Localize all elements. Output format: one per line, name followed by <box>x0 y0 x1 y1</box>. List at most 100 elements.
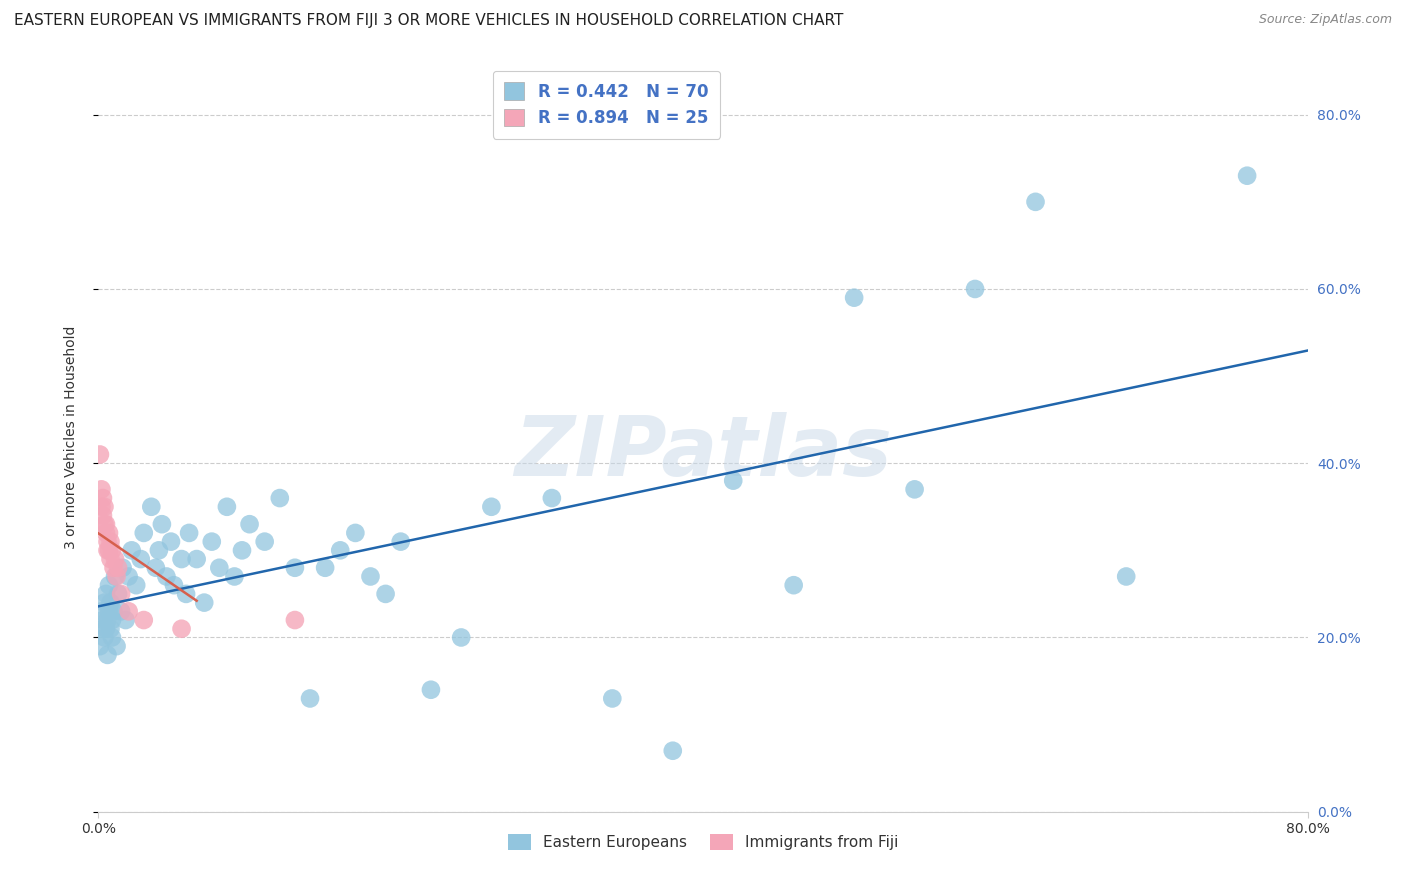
Point <box>208 561 231 575</box>
Point <box>150 517 173 532</box>
Point <box>94 517 117 532</box>
Point <box>96 543 118 558</box>
Point <box>107 561 129 575</box>
Point <box>94 587 117 601</box>
Point <box>231 543 253 558</box>
Point <box>89 639 111 653</box>
Point <box>284 613 307 627</box>
Point <box>661 744 683 758</box>
Point <box>107 587 129 601</box>
Point <box>96 648 118 662</box>
Point <box>98 543 121 558</box>
Point <box>965 282 987 296</box>
Point <box>239 517 262 532</box>
Point <box>93 517 115 532</box>
Point <box>299 691 322 706</box>
Point <box>155 569 177 583</box>
Point <box>101 613 124 627</box>
Text: EASTERN EUROPEAN VS IMMIGRANTS FROM FIJI 3 OR MORE VEHICLES IN HOUSEHOLD CORRELA: EASTERN EUROPEAN VS IMMIGRANTS FROM FIJI… <box>14 13 844 29</box>
Point <box>90 604 112 618</box>
Point <box>269 491 291 505</box>
Point <box>132 613 155 627</box>
Point <box>201 534 224 549</box>
Point <box>329 543 352 558</box>
Point <box>284 561 307 575</box>
Point <box>145 561 167 575</box>
Point <box>904 483 927 497</box>
Point <box>844 291 866 305</box>
Point <box>91 508 114 523</box>
Point <box>96 613 118 627</box>
Point <box>105 569 128 583</box>
Point <box>344 525 367 540</box>
Point <box>163 578 186 592</box>
Point <box>94 622 117 636</box>
Point <box>193 596 215 610</box>
Point <box>253 534 276 549</box>
Point <box>105 639 128 653</box>
Point <box>723 474 745 488</box>
Point <box>160 534 183 549</box>
Point <box>602 691 624 706</box>
Point <box>93 631 115 645</box>
Point <box>114 613 136 627</box>
Point <box>100 534 122 549</box>
Point <box>1115 569 1137 583</box>
Point <box>104 552 127 566</box>
Point <box>420 682 443 697</box>
Point <box>141 500 163 514</box>
Point <box>100 552 122 566</box>
Point <box>91 622 114 636</box>
Point <box>215 500 238 514</box>
Point <box>89 448 111 462</box>
Point <box>224 569 246 583</box>
Point <box>374 587 396 601</box>
Point <box>1024 194 1046 209</box>
Point <box>101 631 124 645</box>
Point <box>179 525 201 540</box>
Point <box>118 569 141 583</box>
Point <box>481 500 503 514</box>
Point <box>100 622 122 636</box>
Point <box>98 578 121 592</box>
Point <box>91 613 114 627</box>
Point <box>104 569 127 583</box>
Point <box>93 596 115 610</box>
Point <box>91 491 114 505</box>
Point <box>314 561 336 575</box>
Point <box>360 569 382 583</box>
Point <box>125 578 148 592</box>
Point <box>170 552 193 566</box>
Y-axis label: 3 or more Vehicles in Household: 3 or more Vehicles in Household <box>63 326 77 549</box>
Text: ZIPatlas: ZIPatlas <box>515 411 891 492</box>
Point <box>129 552 152 566</box>
Point <box>103 604 125 618</box>
Point <box>98 604 121 618</box>
Point <box>98 525 121 540</box>
Point <box>118 604 141 618</box>
Point <box>101 543 124 558</box>
Point <box>110 604 132 618</box>
Point <box>96 534 118 549</box>
Point <box>450 631 472 645</box>
Point <box>132 525 155 540</box>
Point <box>90 483 112 497</box>
Point <box>389 534 412 549</box>
Point <box>186 552 208 566</box>
Point <box>100 596 122 610</box>
Point <box>111 561 134 575</box>
Point <box>121 543 143 558</box>
Point <box>148 543 170 558</box>
Point <box>174 587 197 601</box>
Point <box>94 525 117 540</box>
Point <box>93 500 115 514</box>
Point <box>110 587 132 601</box>
Point <box>90 500 112 514</box>
Legend: Eastern Europeans, Immigrants from Fiji: Eastern Europeans, Immigrants from Fiji <box>502 829 904 856</box>
Text: Source: ZipAtlas.com: Source: ZipAtlas.com <box>1258 13 1392 27</box>
Point <box>540 491 562 505</box>
Point <box>783 578 806 592</box>
Point <box>170 622 193 636</box>
Point <box>103 561 125 575</box>
Point <box>1236 169 1258 183</box>
